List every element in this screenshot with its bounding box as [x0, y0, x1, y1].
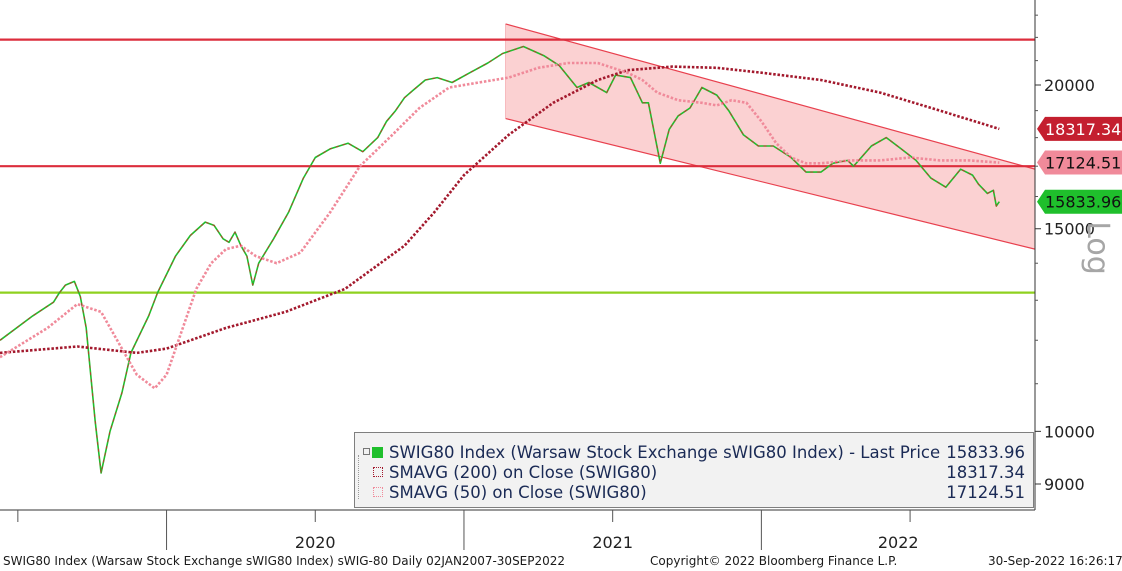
- y-tick-label: 9000: [1044, 475, 1085, 494]
- legend-tree-line: [358, 455, 359, 499]
- legend-swatch-price: [372, 447, 383, 458]
- x-tick-label: 2022: [878, 533, 919, 552]
- footer-timestamp: 30-Sep-2022 16:26:17: [988, 554, 1122, 568]
- price-tag-label-2: 15833.96: [1045, 193, 1121, 212]
- collapse-icon[interactable]: [363, 448, 370, 455]
- price-tag-1: [1037, 150, 1122, 175]
- sma200-line: [0, 65, 1000, 355]
- legend-swatch-sma50: [373, 487, 383, 497]
- legend-row-sma200: SMAVG (200) on Close (SWIG80) 18317.34: [363, 463, 1025, 483]
- footer-description: SWIG80 Index (Warsaw Stock Exchange sWIG…: [3, 554, 566, 568]
- channel-lower-line: [505, 118, 1035, 250]
- legend-row-price: SWIG80 Index (Warsaw Stock Exchange sWIG…: [363, 443, 1025, 463]
- y-tick-label: 20000: [1044, 76, 1095, 95]
- legend-value-sma200: 18317.34: [946, 463, 1025, 482]
- legend-value-price: 15833.96: [946, 443, 1025, 462]
- channel-upper-line: [505, 23, 1035, 170]
- price-tag-2: [1037, 189, 1122, 214]
- footer-copyright: Copyright© 2022 Bloomberg Finance L.P.: [650, 554, 898, 568]
- price-tag-0: [1037, 116, 1122, 141]
- y-tick-label: 10000: [1044, 422, 1095, 441]
- y-axis-scale-label: Log: [1080, 221, 1115, 275]
- x-tick-label: 2020: [295, 533, 336, 552]
- price-line: [0, 45, 1000, 474]
- legend-row-sma50: SMAVG (50) on Close (SWIG80) 17124.51: [363, 483, 1025, 503]
- price-tag-label-0: 18317.34: [1045, 120, 1121, 139]
- sma50-line: [0, 61, 1000, 390]
- legend-label-sma200: SMAVG (200) on Close (SWIG80): [389, 463, 658, 482]
- chart-legend: SWIG80 Index (Warsaw Stock Exchange sWIG…: [354, 432, 1034, 508]
- legend-swatch-sma200: [373, 467, 383, 477]
- y-tick-label: 15000: [1044, 220, 1095, 239]
- legend-label-sma50: SMAVG (50) on Close (SWIG80): [389, 483, 647, 502]
- trend-channel: [505, 23, 1035, 250]
- price-tag-label-1: 17124.51: [1045, 154, 1121, 173]
- x-tick-label: 2021: [592, 533, 633, 552]
- legend-value-sma50: 17124.51: [946, 483, 1025, 502]
- legend-label-price: SWIG80 Index (Warsaw Stock Exchange sWIG…: [389, 443, 941, 462]
- price-line-down-overlay: [0, 46, 1000, 474]
